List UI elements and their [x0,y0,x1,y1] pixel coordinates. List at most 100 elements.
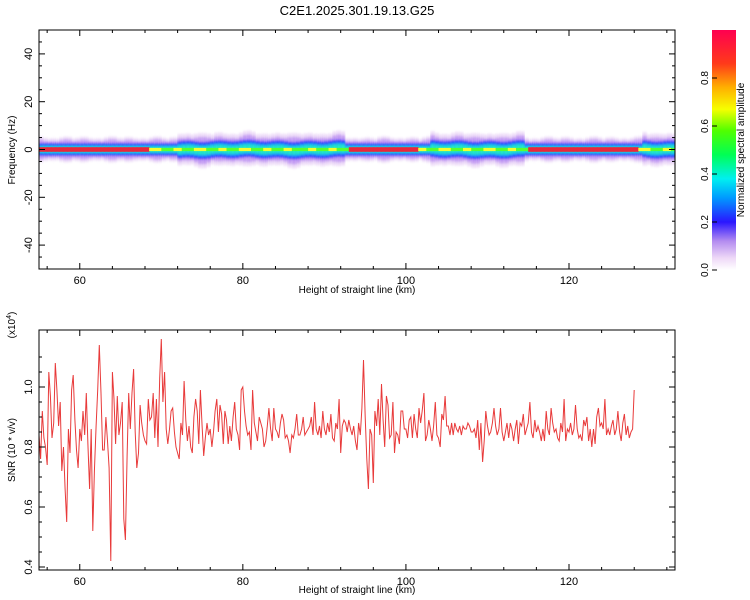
heatmap-core-cell [569,147,574,152]
heatmap-core-cell [446,147,452,152]
x-tick-label: 120 [560,576,578,588]
heatmap-core-cell [124,147,130,152]
heatmap-core-cell [157,147,162,152]
heatmap-core-cell [581,147,586,152]
heatmap-core-cell [626,147,631,152]
heatmap-core-cell [291,147,297,152]
heatmap-core-cell [153,147,158,152]
heatmap-core-cell [642,147,647,152]
x-tick-label: 80 [237,576,249,588]
heatmap-core-cell [128,147,134,152]
heatmap-core-cell [369,147,374,152]
heatmap-core-cell [397,147,403,152]
heatmap-core-cell [385,147,390,152]
heatmap-core-cell [238,147,244,152]
heatmap-core-cell [63,147,68,152]
heatmap-core-cell [55,147,60,152]
heatmap-core-cell [112,147,117,152]
heatmap-core-cell [393,147,399,152]
heatmap-core-cell [373,147,378,152]
heatmap-core-cell [426,147,431,152]
heatmap-core-cell [210,147,215,152]
heatmap-core-cell [279,147,284,152]
heatmap-core-cell [483,147,488,152]
colorbar-label: Normalized spectral amplitude [736,82,747,217]
heatmap-core-cell [324,147,329,152]
colorbar-ticks: 0.0 0.2 0.4 0.6 0.8 [700,71,717,277]
heatmap-core-cell [189,147,195,152]
heatmap-core-cell [136,147,142,152]
heatmap-core-cell [463,147,468,152]
heatmap-core-cell [79,147,85,152]
heatmap-core-cell [454,147,460,152]
y-tick-label: -40 [23,237,35,253]
heatmap-core-cell [593,147,598,152]
heatmap-core-cell [259,147,264,152]
snr-series-line [39,338,635,562]
heatmap-core-cell [467,147,472,152]
heatmap-core-cell [548,147,554,152]
heatmap-core-cell [654,147,660,152]
y-tick-label: 1.0 [23,379,35,394]
heatmap-core-cell [336,147,342,152]
spectrogram-panel: 60 80 100 120 40 20 0 -20 -40 Height of straight… [7,29,676,296]
spectrogram-y-axis-label: Frequency (Hz) [7,116,18,185]
heatmap-core-cell [161,147,166,152]
heatmap-core-cell [43,147,48,152]
heatmap-core-cell [165,147,170,152]
heatmap-core-cell [320,147,325,152]
heatmap-core-cell [613,147,619,152]
heatmap-core-cell [116,147,121,152]
heatmap-core-cell [524,147,529,152]
colorbar-tick-label: 0.0 [700,263,711,277]
heatmap-core-cell [622,147,627,152]
heatmap-core-cell [650,147,655,152]
y-tick-label: 0.8 [23,439,35,454]
chart-title: C2E1.2025.301.19.13.G25 [280,3,435,18]
heatmap-core-cell [540,147,545,152]
heatmap-core-cell [361,147,366,152]
heatmap-core-cell [556,147,562,152]
heatmap-core-cell [658,147,664,152]
heatmap-core-cell [173,147,178,152]
heatmap-core-cell [316,147,321,152]
heatmap-core-cell [532,147,537,152]
heatmap-core-cell [418,147,423,152]
heatmap-core-cell [414,147,419,152]
heatmap-core-cell [222,147,227,152]
x-tick-label: 120 [560,275,578,287]
heatmap-core-cell [589,147,594,152]
heatmap-core-cell [544,147,549,152]
heatmap-core-cell [357,147,362,152]
heatmap-core-cell [377,147,382,152]
spectrogram-x-axis-label: Height of straight line (km) [299,285,416,296]
heatmap-core-cell [609,147,615,152]
snr-frame [38,329,676,571]
heatmap-core-cell [181,147,187,152]
heatmap-core-cell [59,147,64,152]
heatmap-core-cell [560,147,566,152]
x-tick-label: 60 [74,576,86,588]
snr-y-scale-label: (x104) [6,312,18,339]
heatmap-core-cell [573,147,578,152]
heatmap-core-cell [67,147,72,152]
heatmap-core-cell [295,147,301,152]
heatmap-core-cell [634,147,639,152]
y-tick-label: -20 [23,189,35,205]
heatmap-core-cell [149,147,154,152]
x-tick-label: 100 [397,275,415,287]
heatmap-core-cell [218,147,223,152]
spectrogram-ticks: 60 80 100 120 40 20 0 -20 -40 [23,30,675,287]
heatmap-core-cell [202,147,207,152]
heatmap-core-cell [169,147,174,152]
heatmap-core-cell [487,147,492,152]
heatmap-core-cell [499,147,505,152]
heatmap-core-cell [511,147,517,152]
heatmap-core-cell [601,147,607,152]
heatmap-core-cell [389,147,395,152]
y-tick-label: 0.6 [23,499,35,514]
heatmap-core-cell [528,147,533,152]
heatmap-core-cell [638,147,643,152]
heatmap-core-cell [283,147,289,152]
heatmap-core-cell [597,147,602,152]
